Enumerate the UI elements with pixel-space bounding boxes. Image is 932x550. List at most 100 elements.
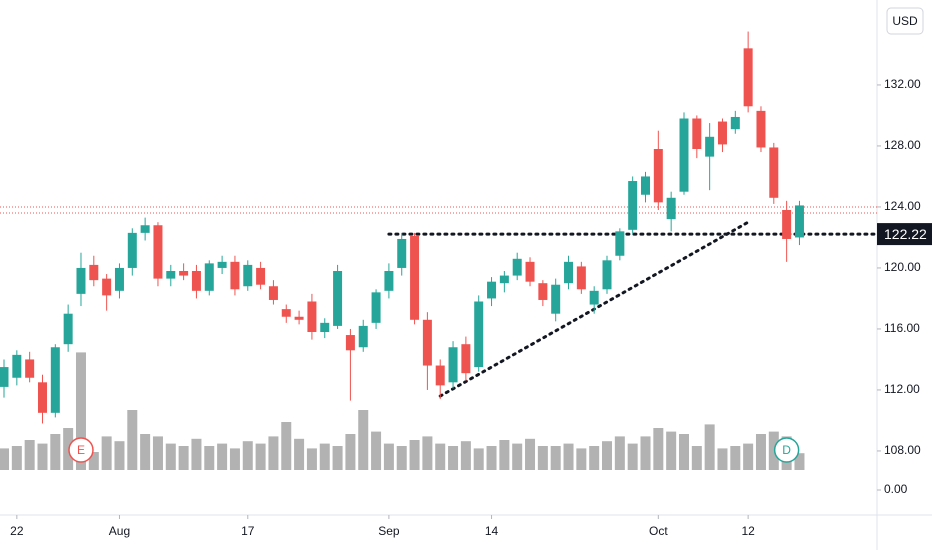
candle-body xyxy=(730,116,740,130)
candle-body xyxy=(615,231,625,256)
candle-body xyxy=(333,270,343,326)
candle-body xyxy=(512,258,522,276)
volume-bar xyxy=(11,446,22,470)
candle-body xyxy=(37,382,47,413)
candle-body xyxy=(461,344,471,374)
candle-body xyxy=(576,266,586,290)
volume-bar xyxy=(178,446,189,470)
candle-body xyxy=(166,270,176,279)
volume-bar xyxy=(114,441,125,470)
currency-label: USD xyxy=(892,14,918,28)
volume-bar xyxy=(717,448,728,470)
volume-bar xyxy=(332,446,343,470)
volume-bar xyxy=(88,452,99,470)
volume-bar xyxy=(704,424,715,470)
event-marker xyxy=(773,437,800,463)
volume-bar xyxy=(794,453,805,470)
candle-body xyxy=(628,181,638,230)
volume-tick-label: 0.00 xyxy=(884,482,908,496)
candle-body xyxy=(705,136,715,157)
volume-bar xyxy=(576,448,587,470)
candle-body xyxy=(641,176,650,195)
candle-body xyxy=(140,225,150,233)
volume-bar xyxy=(50,434,61,470)
candle-body xyxy=(653,148,663,203)
candle-body xyxy=(538,283,548,300)
volume-bar xyxy=(371,431,382,470)
candle-body xyxy=(692,118,702,149)
candle-body xyxy=(281,309,291,317)
candle-body xyxy=(127,232,137,268)
x-tick-label: 14 xyxy=(485,524,499,538)
volume-bar xyxy=(768,431,779,470)
candle-body xyxy=(114,267,124,291)
volume-bar xyxy=(191,438,202,470)
candle-body xyxy=(345,335,355,351)
volume-bar xyxy=(614,436,625,470)
candle-body xyxy=(256,267,266,285)
volume-bar xyxy=(63,428,74,470)
volume-bar xyxy=(204,446,215,470)
x-tick-label: 12 xyxy=(741,524,755,538)
volume-bar xyxy=(217,443,228,470)
volume-bar xyxy=(550,446,561,470)
x-tick-label: Sep xyxy=(378,524,400,538)
y-tick-label: 108.00 xyxy=(884,443,921,457)
volume-bar xyxy=(640,436,651,470)
candle-body xyxy=(89,264,99,281)
candle-body xyxy=(717,121,727,145)
candle-body xyxy=(217,261,227,268)
volume-bar xyxy=(678,434,689,470)
candle-body xyxy=(268,286,278,300)
volume-bar xyxy=(383,443,394,470)
y-tick-label: 124.00 xyxy=(884,199,921,213)
candle-body xyxy=(499,275,509,284)
volume-bar xyxy=(691,446,702,470)
volume-bar xyxy=(358,410,369,470)
volume-bar xyxy=(75,352,86,470)
candle-body xyxy=(564,261,574,284)
volume-bar xyxy=(602,441,613,470)
last-price-label: 122.22 xyxy=(884,226,927,242)
last-price-box xyxy=(877,223,932,246)
candle-body xyxy=(525,261,535,282)
x-tick-label: Oct xyxy=(649,524,668,538)
candle-body xyxy=(474,301,484,368)
volume-bar xyxy=(268,436,279,470)
volume-bar xyxy=(396,446,407,470)
volume-bar xyxy=(152,436,163,470)
volume-bar xyxy=(525,438,536,470)
candle-body xyxy=(782,209,792,239)
candle-body xyxy=(410,235,420,320)
candle-body xyxy=(63,313,73,345)
volume-bar xyxy=(448,446,459,470)
candle-body xyxy=(384,270,394,291)
volume-bar xyxy=(242,441,253,470)
y-tick-label: 116.00 xyxy=(884,321,920,335)
candle-body xyxy=(487,281,497,299)
volume-bar xyxy=(499,440,510,470)
candle-body xyxy=(102,278,112,296)
candle-body xyxy=(0,367,9,387)
volume-bar xyxy=(127,410,138,470)
candle-body xyxy=(666,197,676,220)
volume-bar xyxy=(294,438,305,470)
currency-box[interactable] xyxy=(886,7,924,35)
candle-body xyxy=(307,301,317,332)
candle-body xyxy=(602,260,612,290)
volume-bar xyxy=(306,448,317,470)
volume-bar xyxy=(512,443,523,470)
volume-bar xyxy=(140,434,151,470)
volume-bar xyxy=(0,448,9,470)
volume-bar xyxy=(473,448,484,470)
volume-bar xyxy=(460,441,471,470)
candle-body xyxy=(679,118,689,192)
candle-body xyxy=(435,365,445,386)
x-tick-label: Aug xyxy=(109,524,130,538)
y-tick-label: 112.00 xyxy=(884,382,920,396)
candle-body xyxy=(589,290,599,305)
volume-bar xyxy=(37,443,48,470)
volume-bar xyxy=(422,436,433,470)
candle-body xyxy=(230,261,240,290)
